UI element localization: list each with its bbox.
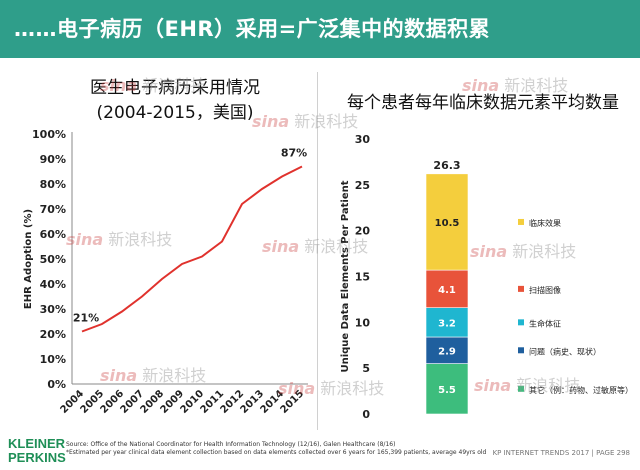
y-tick-label: 30	[355, 133, 371, 146]
segment-value-label: 10.5	[435, 218, 460, 229]
kleiner-perkins-logo: KLEINER PERKINS	[8, 437, 66, 465]
legend-swatch	[518, 347, 524, 354]
bar-segment	[425, 307, 469, 338]
watermark: sina 新浪科技	[100, 72, 206, 96]
y-axis-label: EHR Adoption (%)	[23, 209, 34, 309]
legend-label: 临床效果	[529, 218, 561, 228]
page-title: ……电子病历（EHR）采用=广泛集中的数据积累	[14, 17, 491, 41]
watermark-brand: sina	[252, 112, 290, 131]
watermark-brand: sina	[100, 76, 138, 95]
legend-swatch	[518, 319, 524, 326]
watermark-text: 新浪科技	[512, 242, 577, 261]
watermark-brand: sina	[278, 379, 316, 398]
watermark: sina 新浪科技	[470, 238, 576, 262]
watermark-text: 新浪科技	[294, 112, 359, 131]
y-tick-label: 5	[362, 362, 370, 375]
y-tick-label: 10%	[40, 353, 66, 366]
y-tick-label: 0	[362, 408, 370, 421]
watermark: sina 新浪科技	[474, 372, 580, 396]
segment-value-label: 5.5	[438, 385, 456, 396]
y-tick-label: 25	[355, 179, 370, 192]
bar-segment	[425, 336, 469, 364]
segment-value-label: 4.1	[438, 285, 456, 296]
legend-label: 其它（例：药物、过敏原等）	[529, 385, 633, 395]
y-tick-label: 0%	[47, 378, 66, 391]
y-tick-label: 70%	[40, 203, 66, 216]
watermark: sina 新浪科技	[262, 233, 368, 257]
watermark-brand: sina	[470, 242, 508, 261]
y-tick-label: 80%	[40, 178, 66, 191]
page-reference: KP INTERNET TRENDS 2017 | PAGE 298	[492, 449, 630, 457]
legend-swatch	[518, 218, 524, 225]
y-axis-label: Unique Data Elements Per Patient	[340, 180, 351, 372]
source-line2: *Estimated per year clinical data elemen…	[66, 449, 487, 456]
legend-label: 生命体征	[529, 318, 561, 328]
header-banner: ……电子病历（EHR）采用=广泛集中的数据积累	[0, 0, 640, 58]
segment-value-label: 2.9	[438, 346, 456, 357]
watermark-brand: sina	[462, 76, 500, 95]
watermark: sina 新浪科技	[462, 72, 568, 96]
left-chart-title-line2: (2004-2015，美国)	[96, 103, 254, 123]
legend-label: 问题（病史、现状）	[529, 346, 601, 356]
legend-label: 扫描图像	[529, 285, 561, 295]
logo-line2: PERKINS	[8, 450, 66, 465]
watermark-text: 新浪科技	[320, 379, 385, 398]
y-tick-label: 40%	[40, 278, 66, 291]
data-label: 87%	[281, 147, 307, 160]
y-tick-label: 10	[355, 316, 371, 329]
watermark-text: 新浪科技	[504, 76, 569, 95]
line-chart: 0%10%20%30%40%50%60%70%80%90%100%2004200…	[23, 128, 308, 416]
watermark: sina 新浪科技	[66, 226, 172, 250]
logo-line1: KLEINER	[8, 436, 66, 451]
y-tick-label: 30%	[40, 303, 66, 316]
bar-segment	[425, 363, 469, 415]
footnote: Source: Office of the National Coordinat…	[66, 441, 486, 457]
watermark: sina 新浪科技	[252, 108, 358, 132]
bar-segment	[425, 269, 469, 308]
right-chart-title: 每个患者每年临床数据元素平均数量	[347, 93, 619, 113]
y-tick-label: 90%	[40, 153, 66, 166]
y-tick-label: 20	[355, 225, 371, 238]
data-label: 21%	[73, 312, 99, 325]
watermark-text: 新浪科技	[142, 366, 207, 385]
y-tick-label: 20%	[40, 328, 66, 341]
watermark-brand: sina	[66, 230, 104, 249]
divider	[317, 72, 318, 430]
source-line1: Source: Office of the National Coordinat…	[66, 441, 396, 448]
segment-value-label: 3.2	[438, 318, 456, 329]
watermark-text: 新浪科技	[108, 230, 173, 249]
watermark-text: 新浪科技	[516, 376, 581, 395]
watermark-text: 新浪科技	[142, 76, 207, 95]
watermark-brand: sina	[474, 376, 512, 395]
y-tick-label: 100%	[32, 128, 66, 141]
legend-swatch	[518, 285, 524, 292]
y-tick-label: 50%	[40, 253, 66, 266]
watermark: sina 新浪科技	[100, 362, 206, 386]
y-tick-label: 60%	[40, 228, 66, 241]
watermark-brand: sina	[262, 237, 300, 256]
watermark-text: 新浪科技	[304, 237, 369, 256]
watermark: sina 新浪科技	[278, 375, 384, 399]
stacked-bar-chart: 0 5 10 15 20 25 30 Unique Data Elements Per Pat…	[340, 133, 633, 421]
legend-swatch	[518, 385, 524, 392]
bar-segment	[425, 173, 469, 271]
total-label: 26.3	[433, 159, 460, 172]
left-chart-title-line1: 医生电子病历采用情况	[90, 78, 260, 98]
watermark-brand: sina	[100, 366, 138, 385]
y-tick-label: 15	[355, 271, 370, 284]
ehr-adoption-line	[81, 165, 303, 333]
